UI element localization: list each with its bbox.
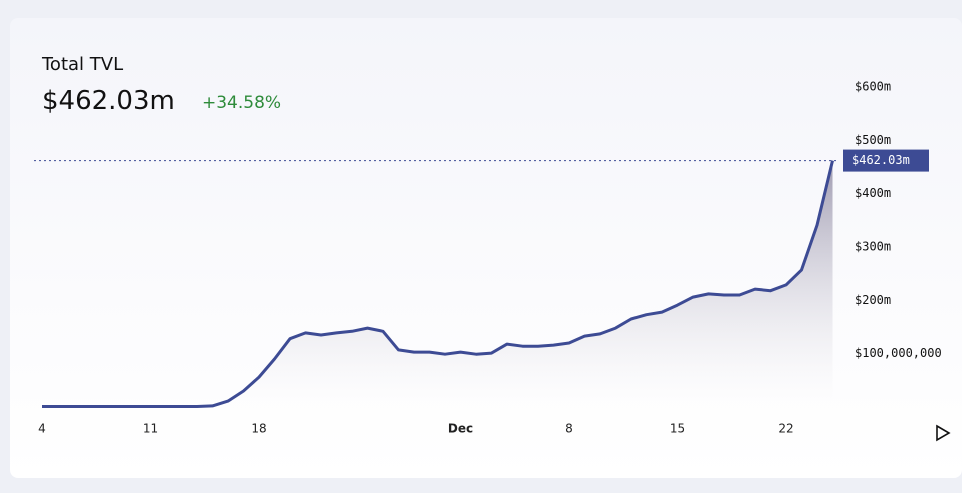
price-marker <box>843 149 929 172</box>
headline-value: $462.03m <box>42 86 175 116</box>
x-tick-label: 4 <box>38 422 46 436</box>
x-tick-label: 18 <box>251 422 266 436</box>
y-tick-label: $200m <box>855 293 891 307</box>
area <box>42 160 833 407</box>
y-tick-label: $400m <box>855 186 891 200</box>
x-tick-label: 15 <box>670 422 685 436</box>
play-icon[interactable] <box>936 424 951 442</box>
x-tick-label: 11 <box>143 422 158 436</box>
y-tick-label: $600m <box>855 80 891 94</box>
y-tick-label: $500m <box>855 133 891 147</box>
y-tick-label: $300m <box>855 240 891 254</box>
chart-title: Total TVL <box>41 54 123 75</box>
line <box>42 160 834 408</box>
x-tick-label: Dec <box>448 422 473 436</box>
x-tick-label: 22 <box>778 422 793 436</box>
change-percent: +34.58% <box>202 93 281 113</box>
x-tick-label: 8 <box>565 422 573 436</box>
y-tick-label: $100,000,000 <box>855 346 942 360</box>
value-label: $462.03m <box>852 153 910 167</box>
